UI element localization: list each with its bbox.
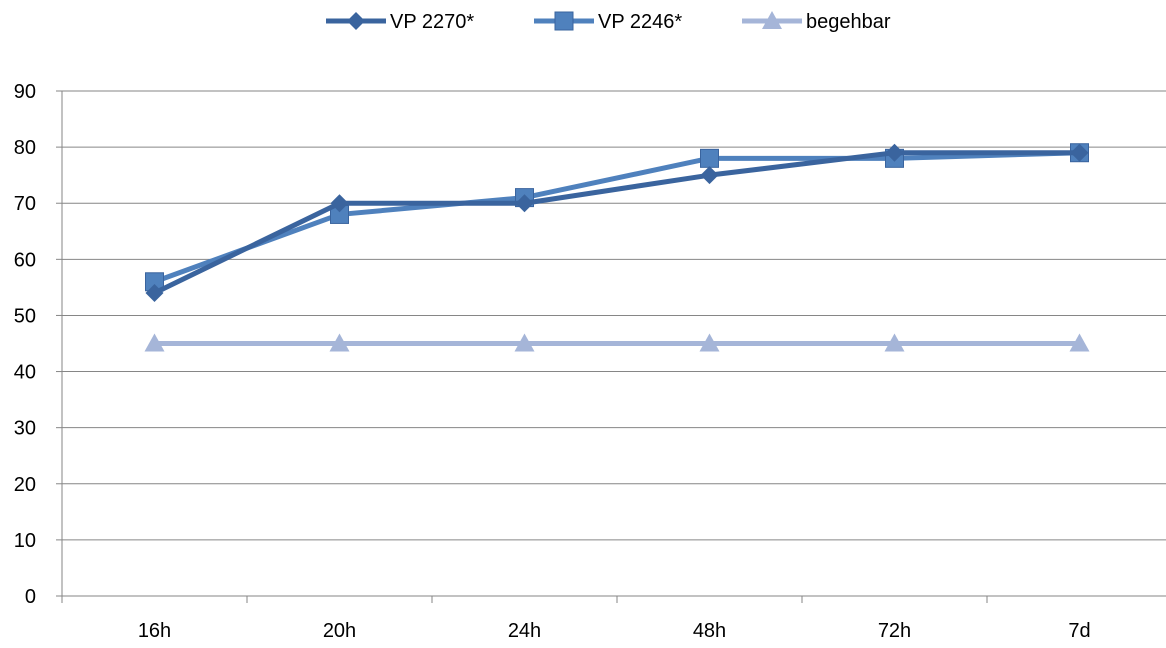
series-vp-2270 <box>145 143 1089 302</box>
series-begehbar <box>144 333 1090 352</box>
legend-swatch-marker <box>347 12 365 30</box>
x-tick-label: 48h <box>693 620 726 642</box>
y-tick-label: 20 <box>14 474 36 496</box>
series-line <box>152 150 1082 285</box>
legend-label: VP 2270* <box>390 11 474 33</box>
y-tick-label: 40 <box>14 362 36 384</box>
legend-label: begehbar <box>806 11 891 33</box>
legend-item: VP 2270* <box>326 11 474 33</box>
data-point-diamond <box>700 166 719 185</box>
x-tick-label: 16h <box>138 620 171 642</box>
data-point-triangle <box>329 333 350 352</box>
data-point-triangle <box>514 333 535 352</box>
data-point-triangle <box>699 333 720 352</box>
legend-swatch-marker <box>554 11 574 31</box>
series-line <box>152 150 1082 296</box>
y-tick-label: 10 <box>14 530 36 552</box>
series-group <box>144 143 1090 352</box>
x-tick-label: 24h <box>508 620 541 642</box>
gridlines <box>62 90 1166 541</box>
legend-swatch-marker <box>762 11 782 29</box>
y-tick-label: 50 <box>14 305 36 327</box>
data-point-square <box>700 148 719 168</box>
legend-label: VP 2246* <box>598 11 682 33</box>
legend-item: begehbar <box>742 11 891 33</box>
data-point-diamond <box>145 284 164 302</box>
data-point-diamond <box>1070 143 1089 162</box>
data-point-triangle <box>144 333 165 352</box>
data-point-diamond <box>330 194 349 213</box>
y-tick-label: 0 <box>25 586 36 608</box>
x-tick-label: 20h <box>323 620 356 642</box>
series-vp-2246 <box>145 143 1089 292</box>
data-point-diamond <box>885 143 904 162</box>
y-tick-label: 60 <box>14 249 36 271</box>
legend: VP 2270* VP 2246* begehbar <box>326 11 891 33</box>
x-tick-label: 72h <box>878 620 911 642</box>
y-tick-label: 30 <box>14 418 36 440</box>
legend-item: VP 2246* <box>534 11 682 33</box>
y-tick-label: 90 <box>14 81 36 103</box>
axes: 0 10 20 30 40 50 60 70 80 90 16h 20h 24h 48h 72h 7d <box>14 81 1166 642</box>
y-tick-label: 70 <box>14 193 36 215</box>
data-point-diamond <box>515 194 534 213</box>
data-point-triangle <box>884 333 905 352</box>
x-tick-label: 7d <box>1068 620 1090 642</box>
data-point-triangle <box>1069 333 1090 352</box>
y-tick-label: 80 <box>14 137 36 159</box>
